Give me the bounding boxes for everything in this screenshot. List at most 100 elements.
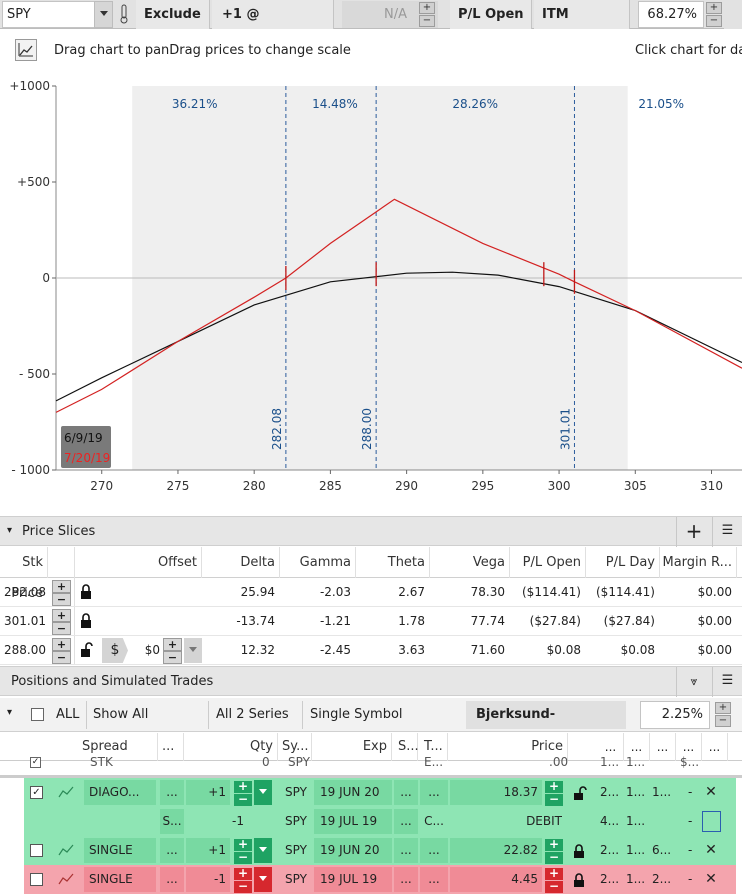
rate-up-button[interactable]: + [715, 702, 731, 714]
lock-icon[interactable] [80, 584, 92, 600]
close-icon[interactable]: ✕ [705, 871, 717, 887]
row-checkbox[interactable] [30, 844, 43, 857]
menu-button[interactable]: ☰ [712, 517, 742, 547]
strike-cell[interactable]: ... [394, 809, 418, 834]
qty-cell[interactable]: -1 [186, 867, 230, 892]
dots-cell[interactable]: S... [160, 809, 184, 834]
chart-settings-button[interactable] [15, 39, 37, 61]
column-header-7[interactable]: P/L Day [588, 547, 660, 578]
offset-dropdown[interactable] [184, 638, 202, 663]
lock-icon[interactable] [573, 843, 587, 859]
itm-button[interactable]: ITM [534, 0, 630, 29]
column-header-s[interactable]: S... [394, 733, 419, 761]
column-header-5[interactable]: Vega [432, 547, 510, 578]
stk-down-button[interactable]: − [52, 651, 71, 664]
expiration-button[interactable]: +1 @ Expiration [212, 0, 334, 51]
expand-chevron-icon[interactable]: ▾ [7, 707, 13, 718]
exp-cell[interactable]: 19 JUN 20 [314, 838, 392, 863]
qty-dropdown[interactable] [254, 867, 272, 892]
price-down-button[interactable]: − [545, 793, 563, 806]
strike-cell[interactable]: ... [394, 838, 418, 863]
qty-down-button[interactable]: − [234, 793, 252, 806]
qty-up-button[interactable]: + [234, 780, 252, 793]
strike-cell[interactable]: ... [394, 780, 418, 805]
symbol-input[interactable]: SPY [2, 1, 94, 28]
qty-down-button[interactable]: − [234, 880, 252, 893]
na-up-button[interactable]: + [419, 2, 435, 14]
column-header-2[interactable]: Delta [204, 547, 280, 578]
symbol-mode-dropdown[interactable]: Single Symbol [302, 701, 464, 729]
column-header-dots[interactable]: ... [158, 733, 184, 761]
show-all-dropdown[interactable]: Show All [86, 701, 204, 729]
collapse-chevron-icon[interactable]: ▾ [7, 525, 13, 536]
spread-cell[interactable]: SINGLE [84, 867, 156, 892]
type-cell[interactable]: ... [420, 838, 448, 863]
lock-icon[interactable] [80, 613, 92, 629]
prob-up-button[interactable]: + [706, 2, 722, 14]
positions-menu-button[interactable]: ☰ [712, 667, 742, 697]
price-up-button[interactable]: + [545, 838, 563, 851]
stk-checkbox[interactable]: ✓ [30, 757, 41, 768]
exp-cell[interactable]: 19 JUL 19 [314, 809, 392, 834]
price-up-button[interactable]: + [545, 780, 563, 793]
offset-down-button[interactable]: − [163, 651, 182, 664]
risk-profile-chart[interactable]: +1000 +500 0 - 500 - 1000 270 275 280 285 290 295 3… [0, 76, 742, 514]
currency-toggle[interactable]: $ [102, 638, 128, 663]
column-header-t[interactable]: T... [420, 733, 448, 761]
spread-cell[interactable]: DIAGO... [84, 780, 156, 805]
qty-up-button[interactable]: + [234, 867, 252, 880]
stk-up-button[interactable]: + [52, 609, 71, 622]
probability-input[interactable]: 68.27% [638, 1, 704, 28]
close-icon[interactable]: ✕ [705, 784, 717, 800]
column-header-sym[interactable]: Sy... [278, 733, 312, 761]
qty-cell[interactable]: +1 [186, 838, 230, 863]
price-up-button[interactable]: + [545, 867, 563, 880]
qty-dropdown[interactable] [254, 780, 272, 805]
strike-cell[interactable]: ... [394, 867, 418, 892]
column-header-more[interactable]: ... [676, 733, 702, 761]
thermometer-icon[interactable] [117, 4, 131, 25]
column-header-4[interactable]: Theta [358, 547, 430, 578]
rate-down-button[interactable]: − [715, 715, 731, 727]
qty-cell[interactable]: +1 [186, 780, 230, 805]
row-checkbox[interactable] [30, 873, 43, 886]
dots-cell[interactable]: ... [160, 867, 184, 892]
column-header-8[interactable]: Margin R... [662, 547, 737, 578]
column-header-more[interactable]: ... [624, 733, 650, 761]
unlocked-icon[interactable] [573, 785, 587, 801]
exclude-button[interactable]: Exclude [136, 0, 210, 29]
lock-icon[interactable] [573, 872, 587, 888]
column-header-exp[interactable]: Exp [312, 733, 392, 761]
price-down-button[interactable]: − [545, 851, 563, 864]
stk-up-button[interactable]: + [52, 638, 71, 651]
column-header-spread[interactable]: Spread [78, 733, 158, 761]
pricing-model-dropdown[interactable]: Bjerksund-Stensland [466, 701, 626, 750]
collapse-all-button[interactable]: ⩔ [676, 667, 711, 697]
price-down-button[interactable]: − [545, 880, 563, 893]
row-checkbox[interactable]: ✓ [30, 786, 43, 799]
dots-cell[interactable]: ... [160, 780, 184, 805]
price-cell[interactable]: 18.37 [450, 780, 542, 805]
qty-up-button[interactable]: + [234, 838, 252, 851]
price-cell[interactable]: 22.82 [450, 838, 542, 863]
select-all-checkbox[interactable] [31, 708, 44, 721]
series-dropdown[interactable]: All 2 Series [208, 701, 302, 729]
pl-open-button[interactable]: P/L Open [450, 0, 532, 29]
close-icon[interactable]: ✕ [705, 842, 717, 858]
offset-up-button[interactable]: + [163, 638, 182, 651]
qty-down-button[interactable]: − [234, 851, 252, 864]
na-down-button[interactable]: − [419, 15, 435, 27]
focus-cell[interactable] [702, 811, 721, 832]
column-header-3[interactable]: Gamma [282, 547, 356, 578]
stk-up-button[interactable]: + [52, 580, 71, 593]
column-header-qty[interactable]: Qty [186, 733, 278, 761]
unlocked-icon[interactable] [80, 642, 93, 658]
column-header-more[interactable]: ... [650, 733, 676, 761]
column-header-1[interactable]: Offset [100, 547, 202, 578]
column-header-price[interactable]: Price [450, 733, 568, 761]
exp-cell[interactable]: 19 JUN 20 [314, 780, 392, 805]
price-cell[interactable]: 4.45 [450, 867, 542, 892]
stk-down-button[interactable]: − [52, 593, 71, 606]
qty-dropdown[interactable] [254, 838, 272, 863]
column-header-more[interactable]: ... [702, 733, 728, 761]
